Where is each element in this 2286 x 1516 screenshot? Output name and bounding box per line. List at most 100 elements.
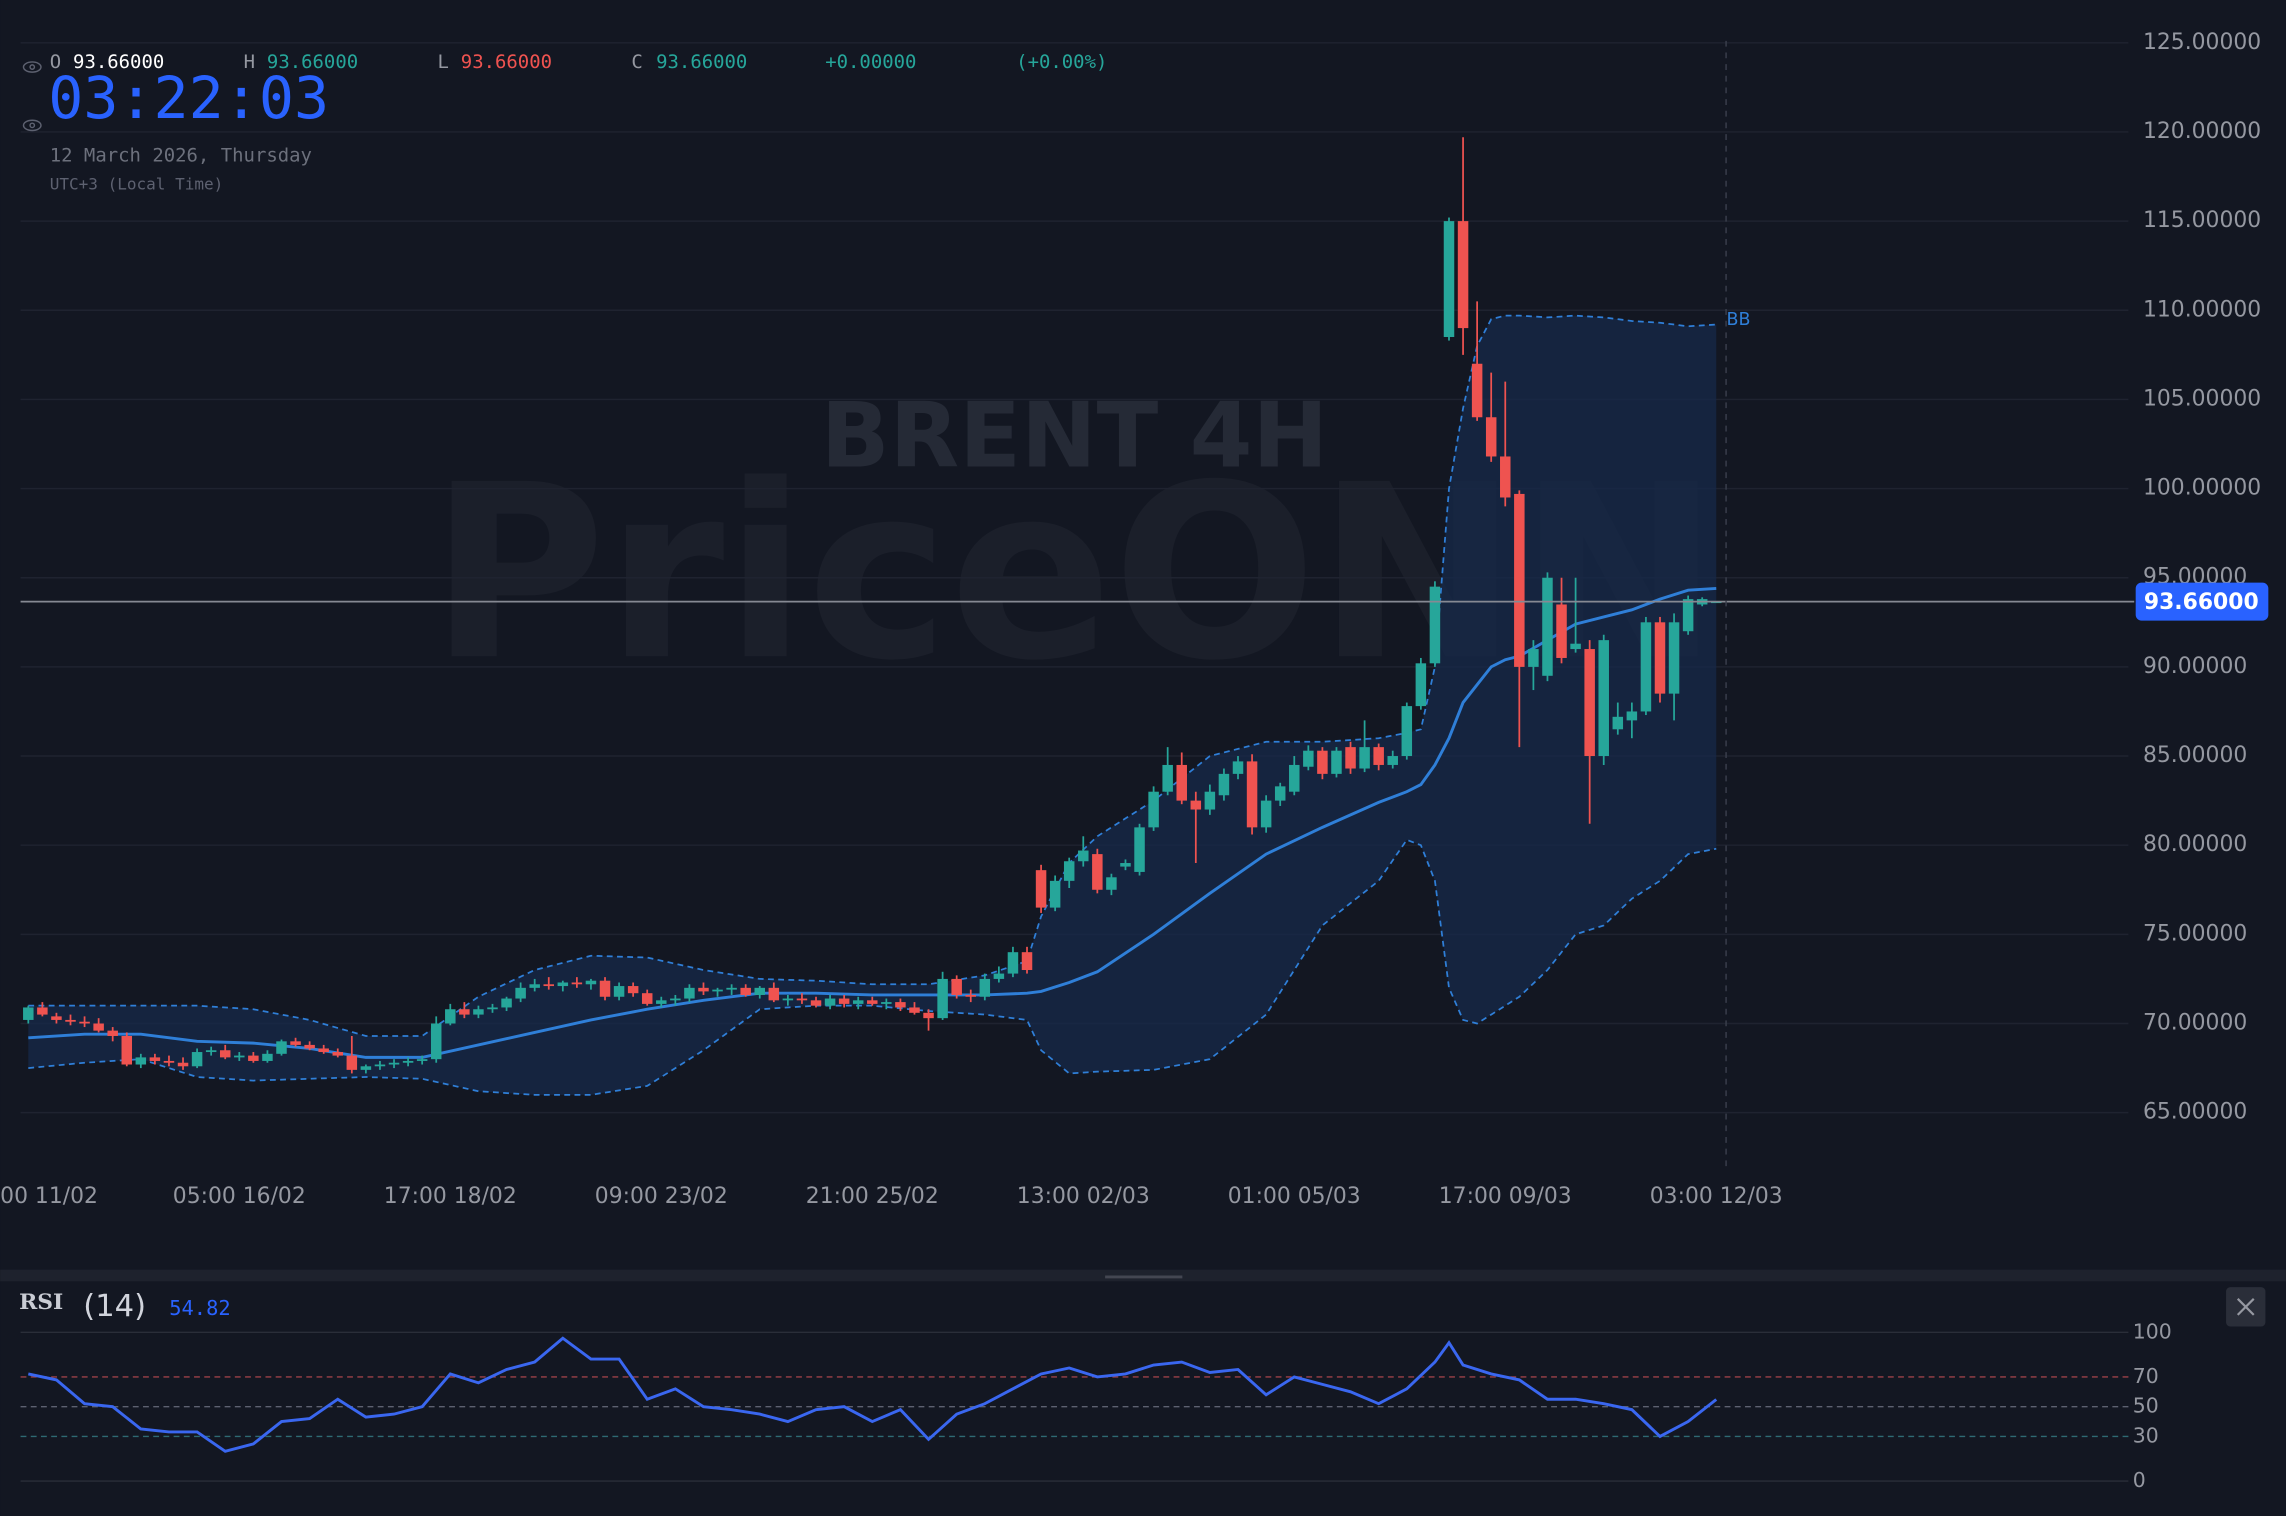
x-tick-label: 03:00 12/03 <box>1650 1184 1783 1209</box>
candle-body <box>810 1000 822 1006</box>
candle-body <box>698 987 709 992</box>
candle-body <box>1429 586 1441 664</box>
candle-body <box>1514 493 1525 667</box>
candle-body <box>93 1023 104 1031</box>
candle-body <box>23 1007 34 1020</box>
candle-body <box>965 994 976 997</box>
candle-body <box>1457 221 1469 329</box>
y-tick-label: 80.00000 <box>2143 832 2247 857</box>
candle-body <box>1049 880 1061 908</box>
x-tick-label: 17:00 09/03 <box>1439 1184 1572 1209</box>
x-tick-label: 09:00 23/02 <box>595 1184 728 1209</box>
candle-body <box>571 982 583 985</box>
candle-body <box>1148 791 1159 828</box>
candle-body <box>1359 747 1370 769</box>
candle-body <box>332 1052 344 1056</box>
ohlc-key: L <box>437 51 448 73</box>
candle-body <box>177 1062 189 1067</box>
candle-body <box>1415 663 1427 707</box>
x-tick-label: 01:00 05/03 <box>1228 1184 1361 1209</box>
candle-body <box>135 1057 147 1065</box>
rsi-current: 54.82 <box>169 1296 230 1320</box>
close-button[interactable] <box>2226 1287 2266 1327</box>
band-upper <box>28 314 1717 1037</box>
candle-body <box>1373 747 1384 765</box>
candle-body <box>318 1048 329 1053</box>
candle-body <box>501 998 512 1008</box>
x-tick-label: 17:00 18/02 <box>384 1184 517 1209</box>
candle-body <box>79 1021 90 1024</box>
candle-body <box>1331 750 1342 774</box>
candle-body <box>881 1002 892 1004</box>
candle-body <box>754 987 765 995</box>
candle-body <box>430 1023 442 1060</box>
candle-body <box>402 1060 414 1063</box>
pane-separator[interactable] <box>0 1269 2286 1282</box>
y-tick-label: 85.00000 <box>2143 743 2247 768</box>
candle-body <box>1345 747 1356 769</box>
candle-body <box>1134 827 1145 872</box>
last-price-box <box>2135 582 2269 621</box>
candle-body <box>782 998 794 1001</box>
candle-body <box>1218 773 1230 796</box>
candle-body <box>641 993 653 1004</box>
change-pct: (+0.00%) <box>1016 51 1107 73</box>
candle-body <box>1443 221 1455 338</box>
candle-body <box>1063 861 1075 881</box>
candle-body <box>276 1041 287 1054</box>
y-tick-label: 115.00000 <box>2143 208 2261 233</box>
x-tick-label: 13:00 02/03 <box>1017 1184 1150 1209</box>
candle-body <box>1317 750 1328 774</box>
candle-body <box>613 986 625 997</box>
timezone: UTC+3 (Local Time) <box>50 175 224 194</box>
candle-body <box>1500 456 1511 498</box>
candle-body <box>234 1055 245 1058</box>
candle-body <box>543 984 555 987</box>
candle-body <box>219 1050 231 1058</box>
candle-body <box>346 1055 358 1070</box>
candle-body <box>824 998 836 1006</box>
candle-body <box>1260 800 1272 828</box>
candle-body <box>459 1009 470 1015</box>
candle-body <box>248 1055 259 1061</box>
change: +0.00000 <box>825 51 916 73</box>
candle-body <box>1570 643 1581 650</box>
candle-body <box>1556 604 1567 658</box>
candle-body <box>909 1007 920 1013</box>
candle-body <box>1274 786 1286 801</box>
candle-body <box>388 1062 400 1065</box>
watermark-title: BRENT 4H <box>821 384 1328 489</box>
x-tick-label: 21:00 25/02 <box>806 1184 939 1209</box>
candle-body <box>656 1000 667 1004</box>
candle-body <box>37 1007 48 1015</box>
candle-body <box>993 973 1005 979</box>
candle-body <box>121 1035 133 1065</box>
x-tick-label: 00 11/02 <box>0 1184 98 1209</box>
candle-body <box>515 987 526 999</box>
candle-body <box>1471 363 1483 418</box>
eye-icon <box>22 61 42 73</box>
y-tick-label: 125.00000 <box>2143 30 2261 55</box>
y-tick-label: 0 <box>2133 1468 2146 1492</box>
candle-body <box>1682 599 1694 632</box>
y-tick-label: 50 <box>2133 1394 2159 1418</box>
candle-body <box>1668 622 1680 694</box>
candle-body <box>149 1057 161 1061</box>
candle-body <box>1654 622 1666 694</box>
candle-body <box>585 980 597 985</box>
candle-body <box>487 1007 498 1010</box>
y-tick-label: 75.00000 <box>2143 921 2247 946</box>
y-tick-label: 70 <box>2133 1364 2159 1388</box>
y-tick-label: 90.00000 <box>2143 654 2247 679</box>
candle-body <box>740 987 751 995</box>
candle-body <box>473 1009 484 1015</box>
candle-body <box>304 1044 315 1049</box>
candle-body <box>599 980 611 997</box>
candle-body <box>1190 800 1202 810</box>
candle-body <box>1612 716 1624 730</box>
x-tick-label: 05:00 16/02 <box>173 1184 306 1209</box>
rsi-period: (14) <box>83 1289 146 1324</box>
band-fill <box>28 315 1717 1095</box>
